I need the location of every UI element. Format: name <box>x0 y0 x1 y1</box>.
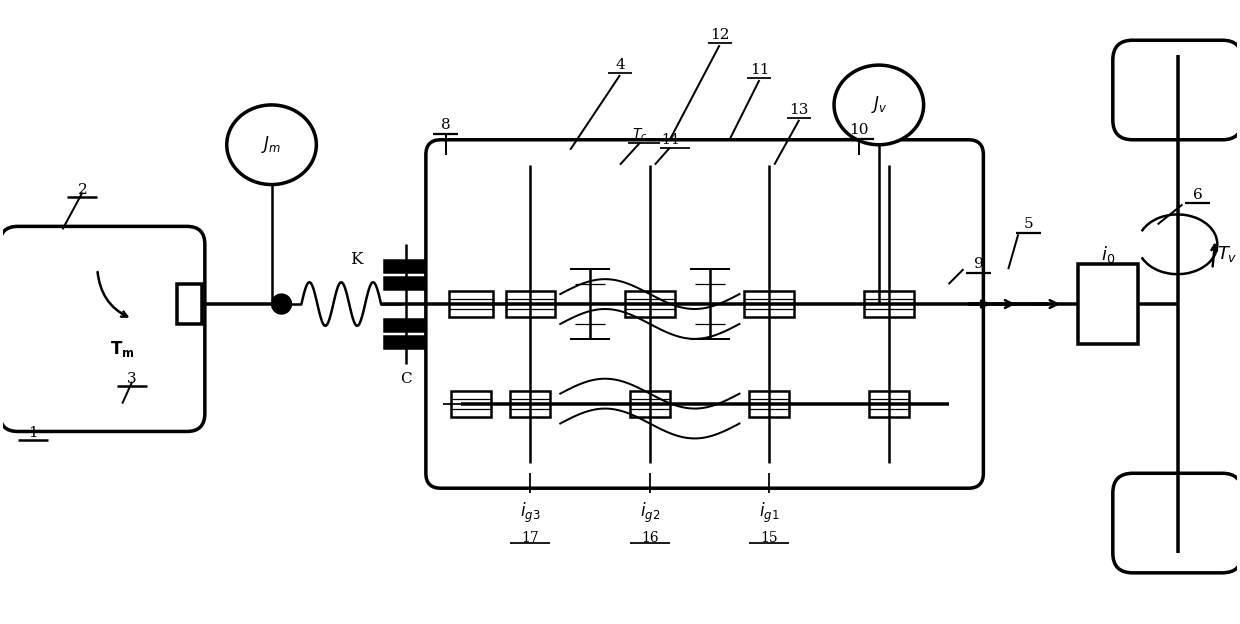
Text: $i_0$: $i_0$ <box>1101 244 1115 265</box>
Bar <box>749 391 789 417</box>
Bar <box>451 391 491 417</box>
Bar <box>384 277 428 289</box>
Text: 13: 13 <box>790 103 808 117</box>
Text: 5: 5 <box>1023 217 1033 232</box>
Text: $T_c$: $T_c$ <box>632 127 647 143</box>
Text: 4: 4 <box>615 58 625 72</box>
Text: 2: 2 <box>78 183 87 197</box>
FancyBboxPatch shape <box>425 140 983 488</box>
Text: $J_m$: $J_m$ <box>262 134 281 155</box>
Bar <box>449 291 492 317</box>
Circle shape <box>272 294 291 314</box>
FancyBboxPatch shape <box>1112 473 1240 573</box>
Bar <box>384 319 428 331</box>
Text: 1: 1 <box>27 426 37 441</box>
Bar <box>384 336 428 348</box>
FancyBboxPatch shape <box>1112 40 1240 140</box>
Text: $i_{g3}$: $i_{g3}$ <box>520 501 541 525</box>
Text: $\mathbf{T_m}$: $\mathbf{T_m}$ <box>110 339 134 359</box>
Text: 14: 14 <box>661 133 678 147</box>
Bar <box>869 391 909 417</box>
Text: 8: 8 <box>441 118 450 132</box>
Text: K: K <box>350 251 362 268</box>
Bar <box>511 391 551 417</box>
Text: 12: 12 <box>709 28 729 42</box>
Text: 11: 11 <box>750 63 769 77</box>
Text: 9: 9 <box>973 257 983 271</box>
Text: $i_{g2}$: $i_{g2}$ <box>640 501 660 525</box>
Bar <box>506 291 556 317</box>
Text: 16: 16 <box>641 531 658 545</box>
FancyBboxPatch shape <box>0 227 205 431</box>
Text: 3: 3 <box>128 372 136 386</box>
Bar <box>864 291 914 317</box>
Ellipse shape <box>227 105 316 185</box>
Ellipse shape <box>835 65 924 145</box>
Bar <box>384 260 428 272</box>
Text: $T_v$: $T_v$ <box>1216 244 1238 264</box>
Text: 15: 15 <box>760 531 779 545</box>
Bar <box>744 291 795 317</box>
Text: C: C <box>401 372 412 386</box>
Text: 10: 10 <box>849 123 869 137</box>
Bar <box>177 284 202 324</box>
Bar <box>630 391 670 417</box>
Text: 17: 17 <box>522 531 539 545</box>
Text: $J_v$: $J_v$ <box>870 94 887 115</box>
Text: 6: 6 <box>1193 188 1203 202</box>
Text: $i_{g1}$: $i_{g1}$ <box>759 501 780 525</box>
Bar <box>625 291 675 317</box>
Bar <box>1078 264 1137 344</box>
